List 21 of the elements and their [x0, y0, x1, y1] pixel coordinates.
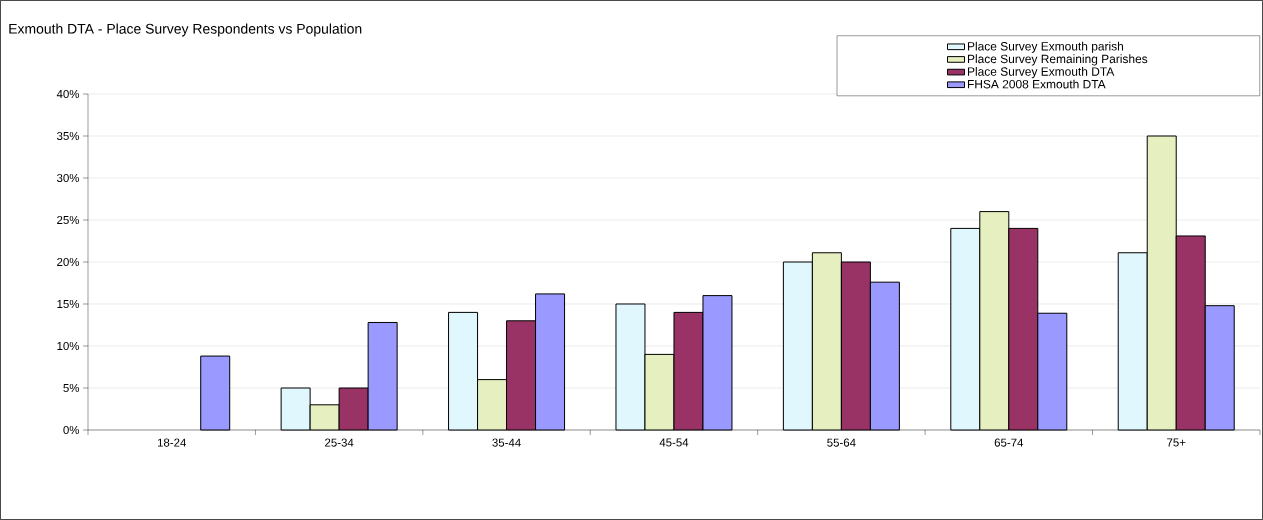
legend-label: Place Survey Exmouth DTA [967, 67, 1115, 79]
y-tick-label: 5% [63, 383, 80, 393]
legend-label: FHSA 2008 Exmouth DTA [967, 79, 1106, 89]
x-tick-label: 75+ [1167, 438, 1186, 447]
y-tick-label: 20% [57, 257, 80, 267]
x-tick-label: 35-44 [492, 438, 521, 447]
legend-label: Place Survey Remaining Parishes [967, 54, 1148, 66]
x-tick-label: 55-64 [827, 438, 856, 447]
x-tick-label: 25-34 [325, 438, 354, 447]
x-tick-label: 18-24 [157, 438, 187, 447]
x-tick-label: 45-54 [659, 438, 689, 447]
x-tick-label: 65-74 [994, 438, 1024, 447]
y-tick-label: 35% [56, 131, 80, 141]
y-tick-label: 15% [57, 299, 80, 309]
chart-title: Exmouth DTA - Place Survey Respondents vs Population [9, 23, 362, 37]
y-tick-label: 25% [57, 215, 80, 225]
legend-label: Place Survey Exmouth parish [967, 41, 1124, 53]
y-tick-label: 0% [63, 425, 80, 435]
y-tick-label: 40% [56, 89, 80, 99]
y-tick-label: 30% [56, 173, 80, 183]
y-tick-label: 10% [57, 341, 80, 351]
